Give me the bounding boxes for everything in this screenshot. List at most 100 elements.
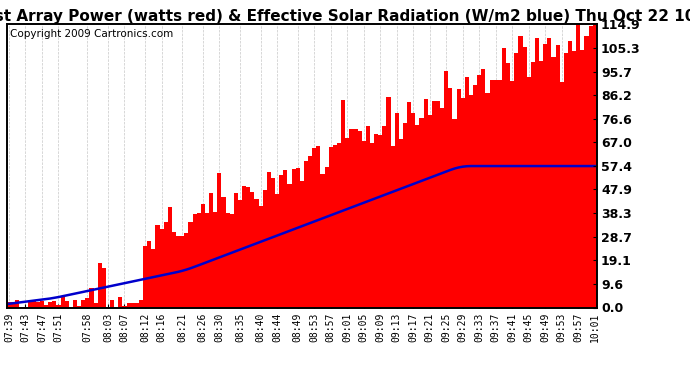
Bar — [448, 88, 453, 308]
Bar — [308, 156, 312, 308]
Bar — [168, 207, 172, 308]
Bar — [147, 241, 151, 308]
Bar — [44, 305, 48, 308]
Bar — [94, 303, 98, 307]
Bar — [337, 143, 341, 308]
Bar — [279, 175, 284, 308]
Bar — [271, 178, 275, 308]
Bar — [436, 101, 440, 308]
Bar — [32, 302, 36, 307]
Bar — [221, 197, 226, 308]
Bar — [316, 146, 320, 308]
Bar — [526, 76, 531, 308]
Bar — [77, 306, 81, 308]
Bar — [139, 300, 143, 307]
Bar — [304, 160, 308, 308]
Bar — [217, 173, 221, 308]
Bar — [420, 118, 424, 308]
Bar — [353, 129, 357, 308]
Bar — [482, 69, 486, 308]
Bar — [143, 246, 147, 308]
Bar — [312, 148, 316, 308]
Bar — [263, 190, 267, 308]
Bar — [510, 81, 514, 308]
Bar — [391, 146, 395, 308]
Bar — [518, 36, 522, 308]
Bar — [461, 98, 465, 308]
Bar — [155, 225, 159, 308]
Bar — [242, 186, 246, 308]
Bar — [36, 302, 40, 307]
Bar — [407, 102, 411, 308]
Bar — [48, 302, 52, 307]
Bar — [246, 187, 250, 308]
Bar — [341, 100, 345, 308]
Bar — [300, 181, 304, 308]
Text: West Array Power (watts red) & Effective Solar Radiation (W/m2 blue) Thu Oct 22 : West Array Power (watts red) & Effective… — [0, 9, 690, 24]
Bar — [486, 93, 490, 308]
Bar — [584, 36, 589, 308]
Bar — [345, 138, 349, 308]
Bar — [469, 95, 473, 308]
Bar — [57, 305, 61, 308]
Bar — [535, 38, 539, 308]
Bar — [333, 145, 337, 308]
Bar — [555, 45, 560, 308]
Bar — [440, 108, 444, 307]
Bar — [65, 301, 69, 307]
Bar — [543, 45, 547, 308]
Bar — [502, 48, 506, 308]
Bar — [284, 170, 288, 308]
Bar — [288, 184, 292, 308]
Bar — [320, 174, 324, 308]
Bar — [395, 113, 399, 308]
Bar — [98, 263, 102, 308]
Bar — [453, 118, 457, 308]
Bar — [547, 38, 551, 308]
Bar — [197, 213, 201, 308]
Bar — [201, 204, 205, 308]
Bar — [457, 89, 461, 308]
Bar — [11, 302, 15, 307]
Bar — [386, 97, 391, 308]
Bar — [374, 134, 378, 308]
Bar — [180, 236, 184, 308]
Bar — [531, 62, 535, 308]
Bar — [498, 80, 502, 308]
Bar — [40, 301, 44, 307]
Text: Copyright 2009 Cartronics.com: Copyright 2009 Cartronics.com — [10, 28, 173, 39]
Bar — [522, 47, 526, 308]
Bar — [328, 147, 333, 308]
Bar — [135, 303, 139, 307]
Bar — [267, 172, 271, 308]
Bar — [126, 303, 130, 307]
Bar — [357, 131, 362, 308]
Bar — [151, 249, 155, 308]
Bar — [465, 77, 469, 308]
Bar — [324, 167, 328, 308]
Bar — [551, 57, 555, 308]
Bar — [250, 192, 255, 308]
Bar — [28, 301, 32, 307]
Bar — [378, 135, 382, 308]
Bar — [234, 193, 238, 308]
Bar — [428, 114, 432, 308]
Bar — [564, 53, 568, 308]
Bar — [506, 63, 510, 308]
Bar — [230, 214, 234, 308]
Bar — [382, 126, 386, 308]
Bar — [15, 300, 19, 307]
Bar — [444, 71, 448, 308]
Bar — [572, 51, 576, 308]
Bar — [90, 288, 94, 308]
Bar — [593, 24, 597, 307]
Bar — [275, 194, 279, 308]
Bar — [209, 193, 213, 308]
Bar — [213, 212, 217, 308]
Bar — [188, 222, 193, 308]
Bar — [514, 53, 518, 308]
Bar — [172, 232, 176, 308]
Bar — [86, 298, 90, 307]
Bar — [403, 123, 407, 308]
Bar — [164, 222, 168, 308]
